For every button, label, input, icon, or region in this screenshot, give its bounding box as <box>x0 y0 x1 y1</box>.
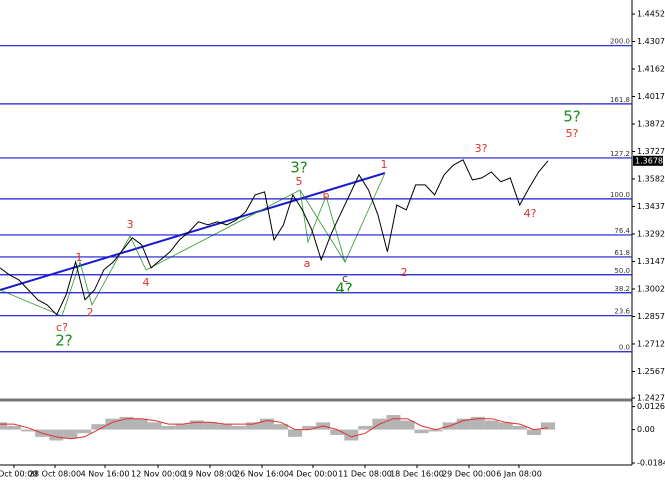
wave-label: 3? <box>475 142 488 155</box>
histogram-bar <box>217 424 232 430</box>
fib-label: 23.6 <box>614 308 630 316</box>
histogram-bar <box>91 424 106 430</box>
fib-label: 161.8 <box>610 96 630 104</box>
x-tick-label: 18 Dec 16:00 <box>390 470 444 479</box>
wave-label: 1 <box>381 158 388 171</box>
histogram-bar <box>456 418 471 430</box>
y-tick-label: 0.00 <box>637 425 655 434</box>
y-tick-label: 1.3437 <box>637 202 665 211</box>
wave-label: a <box>304 257 311 270</box>
histogram-bar <box>147 422 162 430</box>
wave-label: 5? <box>566 127 579 140</box>
wave-label: 2? <box>55 332 73 350</box>
histogram-bar <box>330 429 345 436</box>
wave-label: 3 <box>127 218 134 231</box>
y-tick-label: 1.4017 <box>637 92 665 101</box>
wave-label: 2 <box>401 266 408 279</box>
signal-line <box>0 418 549 440</box>
wave-label: 3? <box>290 159 308 177</box>
histogram-bar <box>344 429 359 441</box>
x-tick-label: 19 Nov 08:00 <box>183 470 237 479</box>
y-tick-label: -0.0184 <box>637 459 665 468</box>
histogram-bar <box>203 422 218 430</box>
wave-label: 4? <box>335 280 353 298</box>
wave-label: 5? <box>563 108 581 126</box>
fib-label: 50.0 <box>614 267 630 275</box>
histogram-bar <box>49 429 64 441</box>
wave-label: c? <box>56 321 68 334</box>
wave-label: 4 <box>143 276 150 289</box>
histogram-bar <box>161 425 176 430</box>
histogram-bar <box>540 422 556 430</box>
histogram-bar <box>133 418 148 430</box>
histogram-bar <box>259 418 274 430</box>
histogram-bar <box>498 422 513 430</box>
histogram-bar <box>414 429 429 434</box>
y-tick-label: 1.3292 <box>637 229 665 238</box>
y-tick-label: 1.4307 <box>637 37 665 46</box>
fib-label: 76.4 <box>614 227 630 235</box>
histogram-bar <box>245 422 260 430</box>
fib-label: 127.2 <box>610 150 630 158</box>
histogram-bar <box>274 424 289 430</box>
wave-label: c <box>342 272 348 285</box>
fib-label: 61.8 <box>614 249 630 257</box>
x-tick-label: 4 Dec 00:00 <box>289 470 338 479</box>
histogram-bar <box>526 429 541 436</box>
wave-label: 4? <box>524 207 537 220</box>
y-tick-label: 1.2712 <box>637 339 665 348</box>
wave-label: 5 <box>296 175 303 188</box>
histogram-bar <box>484 420 499 430</box>
last-price-box <box>633 155 663 166</box>
histogram-bar <box>400 420 415 430</box>
histogram-bar <box>105 418 120 430</box>
trend-line <box>0 172 386 291</box>
wave-label: 2 <box>87 306 94 319</box>
fib-label: 0.0 <box>619 344 630 352</box>
histogram-bar <box>358 425 373 430</box>
x-tick-label: 12 Nov 00:00 <box>131 470 185 479</box>
x-tick-label: Oct 00:00 <box>0 470 37 479</box>
histogram-bar <box>0 422 8 430</box>
fib-label: 200.0 <box>610 38 630 46</box>
histogram-bar <box>21 429 36 432</box>
last-price-label: 1.3678 <box>635 156 663 165</box>
x-tick-label: 4 Nov 16:00 <box>81 470 130 479</box>
histogram-bar <box>470 416 485 430</box>
x-tick-label: 11 Dec 08:00 <box>338 470 392 479</box>
histogram-bar <box>512 425 527 430</box>
x-tick-label: 28 Oct 08:00 <box>29 470 81 479</box>
histogram-bar <box>175 424 190 430</box>
y-tick-label: 1.4452 <box>637 10 665 19</box>
histogram-bar <box>288 429 303 437</box>
wave-label: b <box>323 189 330 202</box>
y-tick-label: 1.2567 <box>637 367 665 376</box>
price-line <box>0 159 549 316</box>
wave-line <box>299 189 346 263</box>
fib-label: 100.0 <box>610 191 630 199</box>
y-tick-label: 1.3582 <box>637 174 665 183</box>
histogram-bar <box>231 425 246 430</box>
fib-label: 38.2 <box>614 285 630 293</box>
histogram-bar <box>7 425 22 430</box>
y-tick-label: 1.4162 <box>637 65 665 74</box>
y-tick-label: 1.3872 <box>637 120 665 129</box>
y-tick-label: 0.01268 <box>637 402 665 411</box>
histogram-bar <box>189 420 204 430</box>
histogram-bar <box>386 415 401 430</box>
histogram-bar <box>77 429 92 434</box>
x-tick-label: 26 Nov 16:00 <box>235 470 289 479</box>
y-tick-label: 1.2857 <box>637 312 665 321</box>
y-tick-label: 1.3002 <box>637 284 665 293</box>
wave-label: 1 <box>76 251 83 264</box>
histogram-bar <box>428 429 443 432</box>
y-tick-label: 1.3727 <box>637 147 665 156</box>
y-tick-label: 1.3147 <box>637 257 665 266</box>
y-tick-label: 1.2427 <box>637 394 665 403</box>
x-tick-label: 6 Jan 08:00 <box>496 470 542 479</box>
histogram-bar <box>302 425 317 430</box>
histogram-bar <box>63 429 78 439</box>
x-tick-label: 29 Dec 00:00 <box>442 470 496 479</box>
